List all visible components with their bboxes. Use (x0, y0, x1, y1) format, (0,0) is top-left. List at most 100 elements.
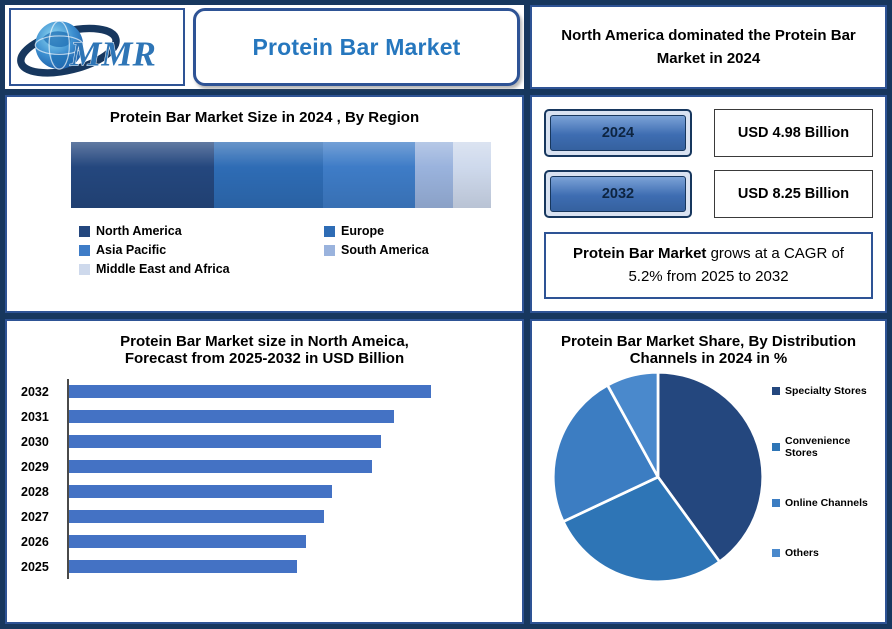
cagr-box: Protein Bar Market grows at a CAGR of 5.… (544, 232, 873, 299)
forecast-row: 2031 (21, 404, 508, 429)
forecast-panel: Protein Bar Market size in North Ameica,… (5, 319, 524, 624)
bar-track (67, 479, 508, 504)
bar-track (67, 529, 508, 554)
pie-legend-item: Others (772, 547, 877, 559)
region-stacked-bar (71, 142, 491, 208)
forecast-title: Protein Bar Market size in North Ameica,… (21, 333, 508, 367)
forecast-bar (69, 560, 298, 573)
page-title: Protein Bar Market (252, 33, 461, 60)
forecast-row: 2027 (21, 504, 508, 529)
bar-track (67, 404, 508, 429)
pie-legend-swatch (772, 387, 780, 395)
pie-legend-item: Convenience Stores (772, 435, 877, 459)
region-title: Protein Bar Market Size in 2024 , By Reg… (109, 109, 420, 126)
legend-swatch (79, 244, 90, 256)
forecast-row: 2028 (21, 479, 508, 504)
legend-item: North America (79, 224, 324, 238)
legend-label: North America (96, 224, 182, 238)
legend-label: Europe (341, 224, 385, 238)
pie-slice-specialty-stores (656, 370, 765, 564)
year-label: 2031 (21, 409, 49, 424)
pie-legend-item: Online Channels (772, 497, 877, 509)
bar-track (67, 379, 508, 404)
pie-legend-label: Others (785, 547, 819, 559)
forecast-row: 2032 (21, 379, 508, 404)
bar-track (67, 454, 508, 479)
bar-track (67, 429, 508, 454)
year-badge-label: 2024 (550, 115, 686, 151)
logo-box: MMR (9, 8, 185, 86)
forecast-chart: 2032 2031 2030 2029 2028 2027 2026 2025 (21, 379, 508, 579)
year-label: 2030 (21, 434, 49, 449)
forecast-bar (69, 410, 394, 423)
year-label: 2028 (21, 484, 49, 499)
share-panel: Protein Bar Market Share, By Distributio… (530, 319, 887, 624)
title-box: Protein Bar Market (193, 8, 520, 86)
forecast-bar (69, 535, 307, 548)
pie-slice-online-channels (551, 383, 660, 524)
legend-label: Asia Pacific (96, 243, 167, 257)
year-label: 2027 (21, 509, 49, 524)
cagr-text: grows at a CAGR of 5.2% from 2025 to 203… (628, 245, 844, 285)
value-box: USD 4.98 Billion (714, 109, 873, 157)
legend-item: South America (324, 243, 508, 257)
forecast-title-line2: Forecast from 2025-2032 in USD Billion (124, 350, 405, 367)
forecast-row: 2025 (21, 554, 508, 579)
forecast-bar (69, 385, 432, 398)
cagr-lead: Protein Bar Market (573, 245, 707, 262)
pie-legend-item: Specialty Stores (772, 385, 877, 397)
legend-swatch (79, 263, 90, 275)
headline-text: North America dominated the Protein Bar … (561, 26, 856, 67)
forecast-bar (69, 485, 333, 498)
year-badge-label: 2032 (550, 176, 686, 212)
legend-swatch (324, 225, 335, 237)
header-left: MMR Protein Bar Market (5, 5, 524, 89)
year-label: 2026 (21, 534, 49, 549)
legend-label: South America (341, 243, 429, 257)
pie-legend-label: Convenience Stores (785, 435, 851, 459)
legend-label: Middle East and Africa (96, 262, 230, 276)
logo-text: MMR (69, 34, 156, 73)
pie-legend-swatch (772, 549, 780, 557)
bar-track (67, 504, 508, 529)
legend-item: Europe (324, 224, 508, 238)
year-label: 2032 (21, 384, 49, 399)
forecast-row: 2029 (21, 454, 508, 479)
stacked-bar-segment (415, 142, 454, 208)
year-label: 2029 (21, 459, 49, 474)
mmr-logo-icon: MMR (17, 20, 156, 77)
forecast-row: 2026 (21, 529, 508, 554)
bar-track (67, 554, 508, 579)
year-badge: 2032 (544, 170, 692, 218)
pie-legend: Specialty Stores Convenience Stores Online… (766, 369, 877, 585)
pie-chart (551, 370, 765, 584)
forecast-bar (69, 435, 381, 448)
pie-slice-others (605, 370, 660, 478)
pie-legend-swatch (772, 499, 780, 507)
stacked-bar-segment (213, 142, 323, 208)
year-badge: 2024 (544, 109, 692, 157)
stacked-bar-segment (453, 142, 491, 208)
region-panel: Protein Bar Market Size in 2024 , By Reg… (5, 95, 524, 313)
region-legend: North America Europe Asia Pacific South Ame… (79, 224, 508, 276)
legend-swatch (324, 244, 335, 256)
forecast-bar (69, 510, 324, 523)
pie-legend-label: Specialty Stores (785, 385, 867, 397)
value-box: USD 8.25 Billion (714, 170, 873, 218)
pie-slice-convenience-stores (561, 475, 722, 584)
share-title: Protein Bar Market Share, By Distributio… (560, 333, 857, 367)
pie-legend-label: Online Channels (785, 497, 868, 509)
forecast-title-line1: Protein Bar Market size in North Ameica, (120, 333, 409, 350)
stat-row: 2032 USD 8.25 Billion (544, 170, 873, 218)
forecast-bar (69, 460, 372, 473)
stacked-bar-segment (322, 142, 416, 208)
legend-item: Asia Pacific (79, 243, 324, 257)
share-body: Specialty Stores Convenience Stores Online… (540, 369, 877, 585)
stacked-bar-segment (71, 142, 214, 208)
forecast-row: 2030 (21, 429, 508, 454)
stats-panel: 2024 USD 4.98 Billion 2032 USD 8.25 Bill… (530, 95, 887, 313)
legend-item: Middle East and Africa (79, 262, 324, 276)
year-label: 2025 (21, 559, 49, 574)
pie-legend-swatch (772, 443, 780, 451)
